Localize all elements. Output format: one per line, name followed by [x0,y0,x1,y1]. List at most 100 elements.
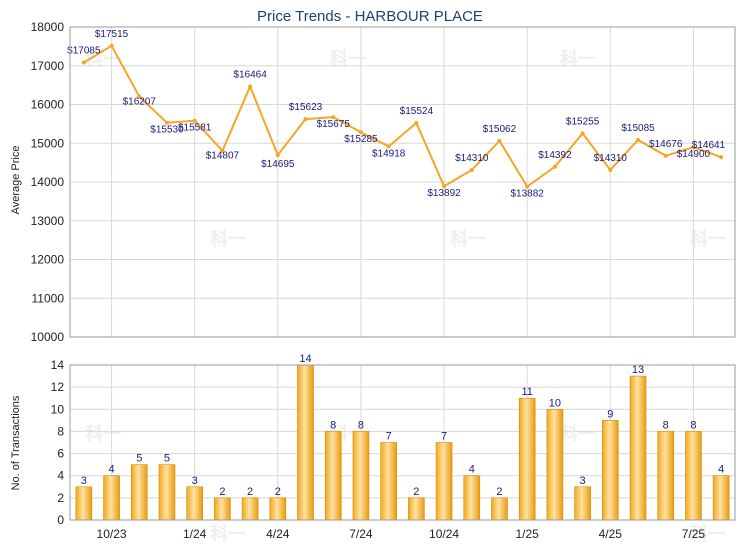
price-data-label: $14310 [455,153,489,164]
price-point [636,137,641,142]
transaction-bar [324,431,342,521]
price-point [358,130,363,135]
price-data-label: $15581 [178,123,212,134]
price-plot-frame [69,26,736,338]
transaction-bar [574,486,591,521]
x-tick-label: 10/24 [429,527,459,541]
watermark-text: 科一 [210,523,246,544]
price-point [386,144,391,149]
transaction-bar [241,497,259,521]
price-data-label: $14641 [692,140,726,151]
transaction-bar [518,397,536,521]
transaction-bar [463,475,481,521]
price-point [248,84,253,89]
transaction-bar [158,464,176,521]
x-tick-label: 7/24 [349,527,373,541]
price-data-label: $15085 [621,123,655,134]
bar-value-label: 14 [299,353,311,365]
transaction-bar [297,364,314,521]
transaction-bar [130,464,148,521]
transaction-bar [380,442,397,521]
transaction-bar [352,431,370,521]
price-point [275,153,280,158]
watermark-text: 科一 [330,48,366,69]
price-data-label: $13882 [511,189,545,200]
watermark-text: 科一 [210,228,246,249]
transaction-bar [269,497,287,521]
price-line: $17085 $17515 $16207 $15530$15581 $14807 $164… [67,29,725,200]
price-point [580,131,585,136]
price-data-label: $14918 [372,148,406,159]
transaction-tick-label: 4 [57,469,64,483]
bar-value-label: 13 [632,364,644,376]
price-point [663,153,668,158]
price-point [303,117,308,122]
bar-value-label: 8 [690,419,696,431]
chart-title: Price Trends - HARBOUR PLACE [257,8,483,25]
price-tick-label: 10000 [31,330,65,344]
transaction-tick-label: 8 [57,424,64,438]
transactions-axis-title: No. of Transactions [10,395,22,490]
x-tick-label: 7/25 [682,527,706,541]
transaction-tick-label: 10 [51,402,65,416]
price-data-label: $14392 [538,150,572,161]
bar-value-label: 4 [469,464,475,476]
transaction-tick-label: 6 [57,447,64,461]
transaction-bar [408,497,425,521]
watermark-text: 科一 [560,423,596,444]
bar-value-label: 4 [718,464,724,476]
price-gridlines: 18000 17000 16000 15000 14000 13000 12000 11000… [31,20,735,344]
x-tick-label: 1/24 [183,527,207,541]
price-data-label: $15285 [344,134,378,145]
bar-value-label: 3 [192,475,198,487]
price-point [192,118,197,123]
bar-value-label: 8 [358,419,364,431]
bar-value-label: 7 [386,431,392,443]
price-tick-label: 15000 [31,136,65,150]
transaction-bar [657,431,675,521]
price-data-label: $14900 [677,149,711,160]
watermark-text: 科一 [450,228,486,249]
bar-value-label: 9 [607,408,613,420]
price-tick-label: 11000 [32,291,65,305]
price-point [469,167,474,172]
x-tick-label: 10/23 [97,527,127,541]
price-data-label: $16207 [123,96,157,107]
price-point [442,184,447,189]
transaction-tick-label: 12 [51,380,65,394]
price-point [81,60,86,65]
price-data-label: $16464 [233,70,267,81]
price-tick-label: 14000 [31,175,65,189]
transaction-bar [546,408,564,521]
price-point [691,145,696,150]
price-point [608,167,613,172]
x-tick-label: 4/25 [599,527,623,541]
bar-value-label: 10 [549,397,561,409]
price-data-label: $14807 [206,151,240,162]
transaction-bar [602,420,619,521]
bar-value-label: 3 [81,475,87,487]
transaction-bars: 3 4 5 5 3 2 2 2 14 8 8 7 2 7 4 2 11 10 3 9 13 8 8 4 [75,353,730,521]
price-data-label: $15062 [483,124,517,135]
price-data-label: $15623 [289,102,323,113]
price-axis-title: Average Price [10,146,22,215]
bar-value-label: 2 [219,486,225,498]
price-data-label: $15675 [317,119,351,130]
price-data-label: $13892 [427,188,461,199]
watermark-text: 科一 [690,523,726,544]
bar-value-label: 7 [441,431,447,443]
bar-value-label: 5 [136,453,142,465]
transaction-bar [629,375,647,521]
price-data-label: $15530 [150,125,184,136]
transaction-bar [491,497,508,521]
price-point [109,43,114,48]
x-tick-label: 1/25 [516,527,540,541]
price-data-label: $14695 [261,159,295,170]
bar-value-label: 5 [164,453,170,465]
price-data-label: $14310 [594,153,628,164]
bar-value-label: 2 [413,486,419,498]
transaction-bar [685,431,702,521]
bar-value-label: 4 [109,464,115,476]
bar-value-label: 2 [247,486,253,498]
